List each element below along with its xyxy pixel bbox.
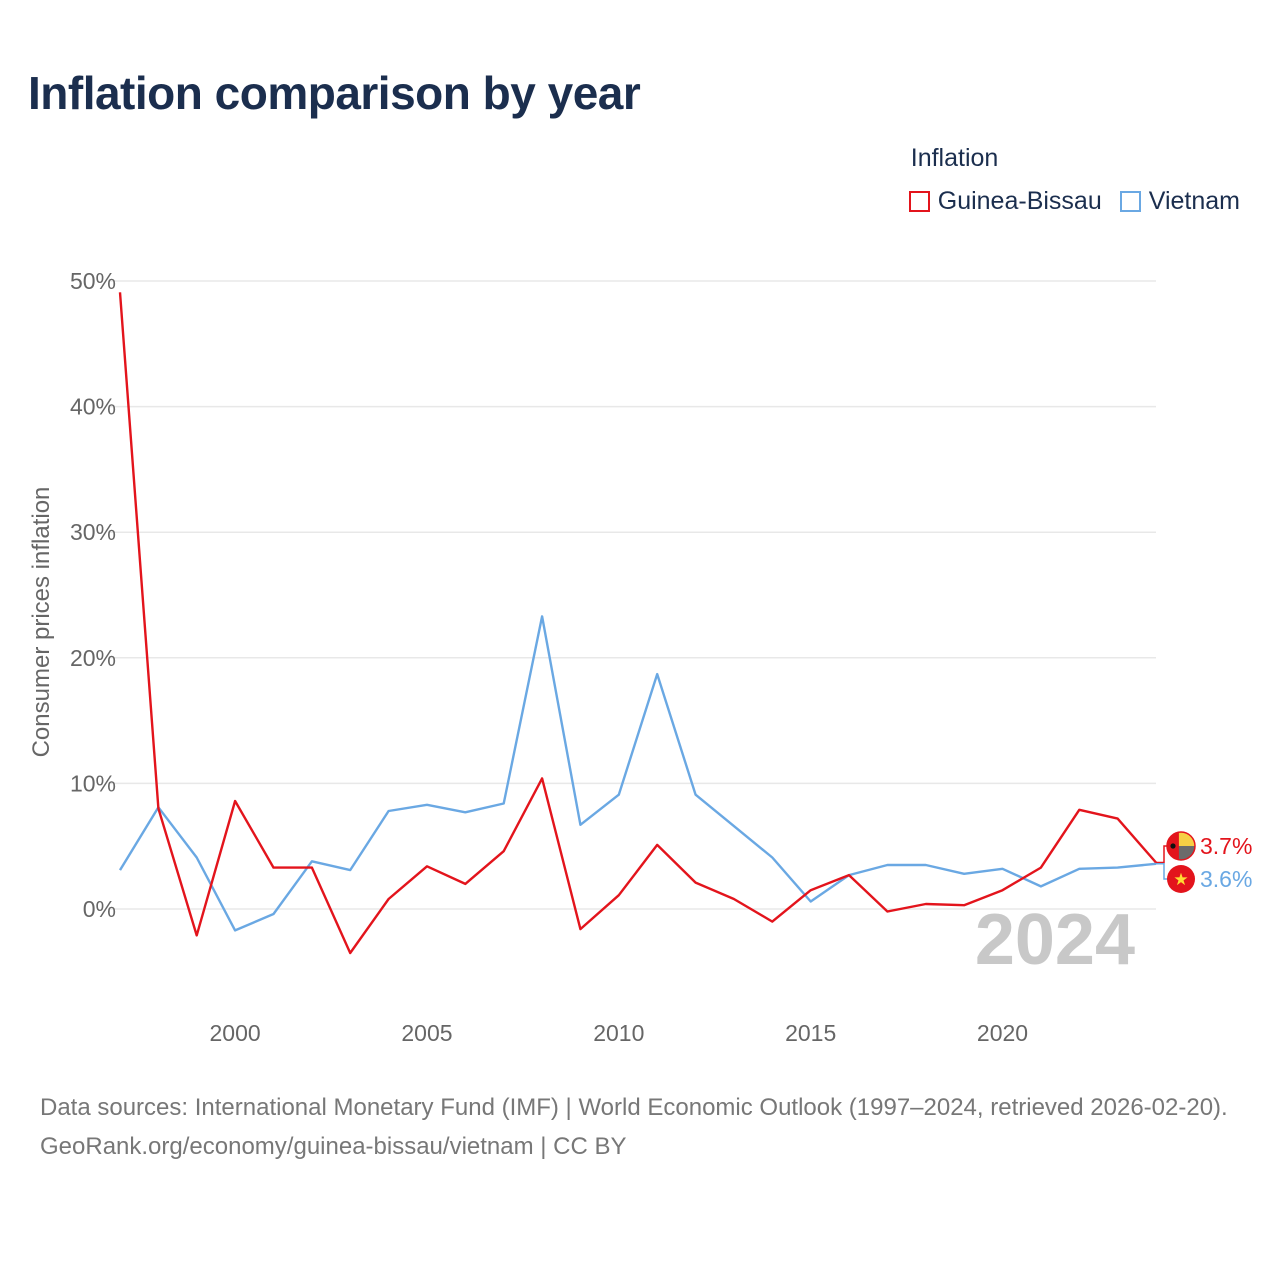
x-tick-label: 2020	[977, 1020, 1028, 1046]
legend-item-guinea-bissau[interactable]: Guinea-Bissau	[908, 187, 1102, 216]
end-value-label-vietnam: 3.6%	[1200, 866, 1252, 892]
legend-item-vietnam[interactable]: Vietnam	[1119, 187, 1240, 216]
chart-title: Inflation comparison by year	[28, 67, 641, 119]
end-connector-vietnam	[1156, 863, 1168, 880]
y-tick-label: 10%	[70, 770, 116, 796]
legend-title: Inflation	[910, 144, 999, 172]
x-tick-label: 2015	[785, 1020, 836, 1046]
flag-guinea-bissau-icon	[1166, 831, 1196, 861]
x-tick-label: 2000	[210, 1020, 261, 1046]
legend: Inflation Guinea-Bissau Vietnam	[908, 144, 1240, 216]
flag-vietnam-icon: ★	[1167, 865, 1195, 893]
y-tick-label: 0%	[83, 896, 116, 922]
end-value-label-guinea-bissau: 3.7%	[1200, 833, 1252, 859]
legend-swatch-guinea-bissau	[908, 191, 930, 212]
x-tick-label: 2005	[401, 1020, 452, 1046]
footer: Data sources: International Monetary Fun…	[40, 1088, 1250, 1166]
y-tick-label: 40%	[70, 394, 116, 420]
y-tick-label: 30%	[70, 519, 116, 545]
data-sources: Data sources: International Monetary Fun…	[40, 1094, 1228, 1121]
series-line-vietnam	[118, 615, 1157, 932]
legend-label-guinea-bissau: Guinea-Bissau	[937, 187, 1102, 215]
credit-link[interactable]: GeoRank.org/economy/guinea-bissau/vietna…	[40, 1133, 627, 1160]
svg-text:★: ★	[1173, 870, 1188, 890]
series-line-guinea-bissau	[118, 292, 1157, 955]
legend-swatch-vietnam	[1119, 191, 1141, 212]
current-year-watermark: 2024	[975, 900, 1135, 980]
end-connector-guinea-bissau	[1156, 845, 1168, 864]
x-tick-label: 2010	[593, 1020, 644, 1046]
y-tick-label: 50%	[70, 268, 116, 294]
legend-label-vietnam: Vietnam	[1148, 187, 1240, 215]
y-tick-label: 20%	[70, 645, 116, 671]
line-chart: 0% 10% 20% 30% 40% 50% 2000 2005 2010 2015 2020 2…	[70, 268, 1252, 1046]
